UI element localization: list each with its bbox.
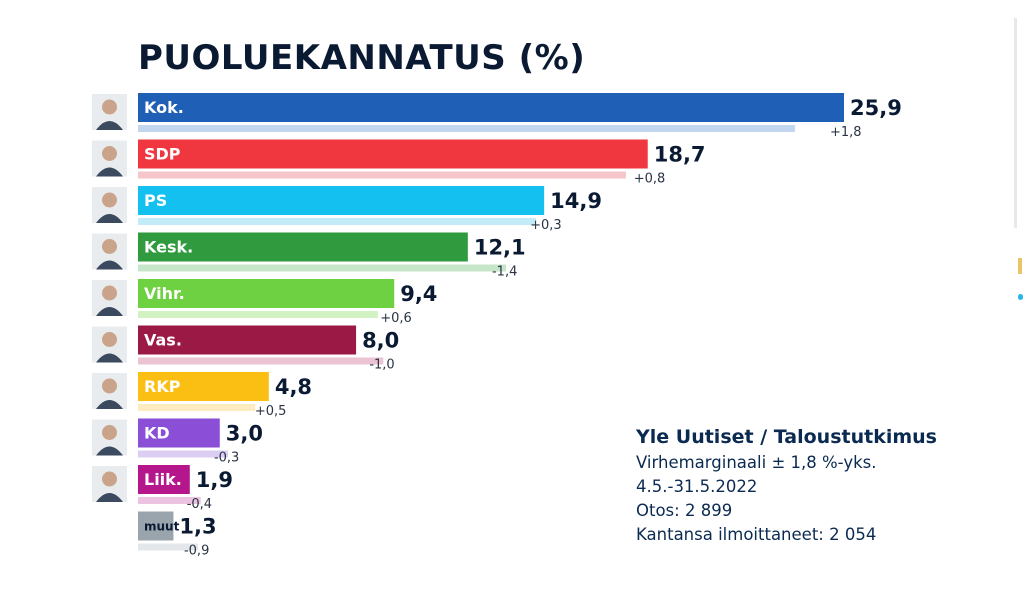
value-bar xyxy=(138,93,844,122)
previous-value-bar xyxy=(138,543,198,551)
value-bar xyxy=(138,465,190,494)
portrait-avatar xyxy=(92,140,127,177)
portrait-shoulders xyxy=(96,214,123,223)
previous-value-bar xyxy=(138,450,228,458)
portrait-face xyxy=(102,378,117,394)
change-label: -1,0 xyxy=(369,358,394,373)
change-label: +0,3 xyxy=(530,218,562,233)
portrait-avatar xyxy=(92,280,127,316)
portrait-avatar xyxy=(92,373,127,409)
previous-value-bar xyxy=(138,171,626,179)
value-label: 4,8 xyxy=(275,375,312,399)
portrait-avatar xyxy=(92,419,127,456)
value-bar xyxy=(138,372,269,401)
edge-decoration xyxy=(1018,258,1022,274)
portrait-avatar xyxy=(92,326,127,363)
portrait-face xyxy=(102,285,117,301)
value-label: 3,0 xyxy=(226,422,263,446)
portrait-avatar xyxy=(92,466,127,502)
portrait-face xyxy=(102,239,117,254)
portrait-face xyxy=(102,146,117,161)
portrait-avatar xyxy=(92,233,127,270)
value-label: 14,9 xyxy=(550,189,602,213)
value-label: 9,4 xyxy=(400,282,437,306)
previous-value-bar xyxy=(138,311,378,318)
value-label: 12,1 xyxy=(474,236,526,260)
portrait-face xyxy=(102,99,117,115)
sample-size: Otos: 2 899 xyxy=(636,501,733,520)
margin-of-error: Virhemarginaali ± 1,8 %-yks. xyxy=(636,453,877,472)
change-label: +0,6 xyxy=(380,311,412,326)
previous-value-bar xyxy=(138,125,795,132)
value-label: 18,7 xyxy=(654,143,706,167)
change-label: +0,8 xyxy=(634,172,666,187)
category-label: KD xyxy=(144,424,170,443)
value-label: 1,3 xyxy=(179,515,216,539)
portrait-avatar xyxy=(92,94,127,130)
portrait-face xyxy=(102,425,117,440)
change-label: +1,8 xyxy=(830,125,862,140)
portrait-face xyxy=(102,471,117,487)
category-label: Vihr. xyxy=(144,284,185,303)
category-label: RKP xyxy=(144,377,181,396)
category-label: Liik. xyxy=(144,470,182,489)
change-label: -0,3 xyxy=(214,451,239,466)
value-label: 25,9 xyxy=(850,96,902,120)
edge-decoration xyxy=(1014,18,1017,228)
previous-value-bar xyxy=(138,404,256,411)
category-label: PS xyxy=(144,191,167,210)
survey-period: 4.5.-31.5.2022 xyxy=(636,477,758,496)
change-label: -0,9 xyxy=(184,544,209,559)
value-bar xyxy=(138,279,395,308)
portrait-shoulders xyxy=(96,446,123,456)
source-info: Yle Uutiset / Taloustutkimus Virhemargin… xyxy=(636,426,937,547)
portrait-shoulders xyxy=(96,400,123,409)
value-label: 8,0 xyxy=(362,329,399,353)
category-label: Kok. xyxy=(144,98,184,117)
value-label: 1,9 xyxy=(196,468,233,492)
value-bar xyxy=(138,139,648,169)
portrait-shoulders xyxy=(96,260,123,270)
category-label: muut xyxy=(144,520,180,534)
value-bar xyxy=(138,325,357,355)
portrait-shoulders xyxy=(96,493,123,502)
category-label: SDP xyxy=(144,145,181,164)
previous-value-bar xyxy=(138,264,506,272)
portrait-face xyxy=(102,192,117,208)
respondents-count: Kantansa ilmoittaneet: 2 054 xyxy=(636,525,877,544)
category-label: Vas. xyxy=(144,331,182,350)
change-label: +0,5 xyxy=(255,404,287,419)
source-heading: Yle Uutiset / Taloustutkimus xyxy=(636,426,937,448)
value-bar xyxy=(138,511,174,541)
value-bar xyxy=(138,418,220,448)
portrait-shoulders xyxy=(96,121,123,130)
previous-value-bar xyxy=(138,497,201,504)
change-label: -0,4 xyxy=(187,497,212,512)
portrait-shoulders xyxy=(96,353,123,363)
value-bar xyxy=(138,186,545,215)
portrait-face xyxy=(102,332,117,347)
previous-value-bar xyxy=(138,218,536,225)
previous-value-bar xyxy=(138,357,384,365)
value-bar xyxy=(138,232,468,262)
edge-decoration xyxy=(1018,294,1023,300)
portrait-shoulders xyxy=(96,307,123,316)
portrait-shoulders xyxy=(96,167,123,177)
chart-title: PUOLUEKANNATUS (%) xyxy=(138,38,586,78)
category-label: Kesk. xyxy=(144,238,193,257)
portrait-avatar xyxy=(92,187,127,223)
change-label: -1,4 xyxy=(492,265,517,280)
